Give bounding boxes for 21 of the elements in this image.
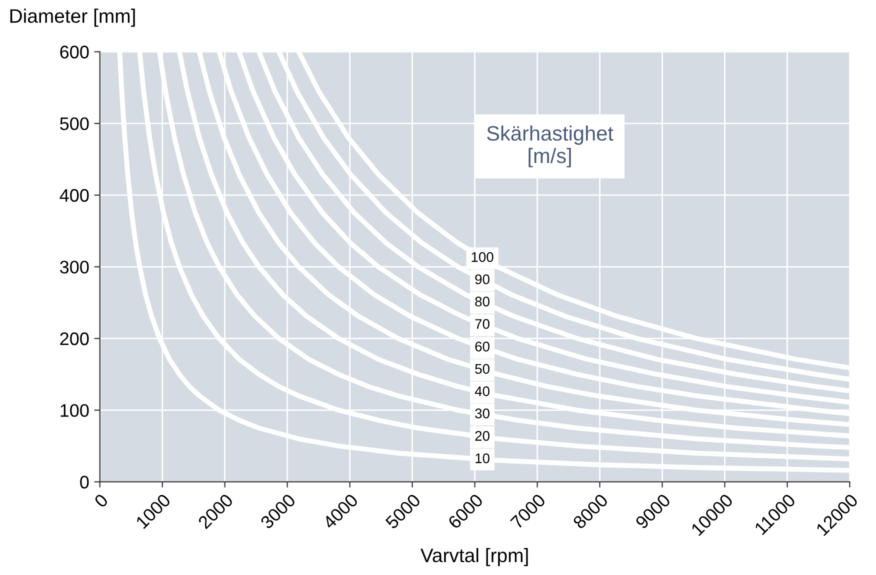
y-axis-title: Diameter [mm] — [10, 8, 135, 27]
series-label: 100 — [472, 252, 494, 262]
y-tick-label: 400 — [60, 189, 89, 202]
legend-label: 30 — [475, 408, 490, 418]
legend-label: 20 — [475, 431, 490, 441]
legend-label: 50 — [475, 364, 490, 374]
legend-label: 70 — [475, 319, 490, 329]
legend-label: 90 — [475, 274, 490, 284]
legend-label: 80 — [475, 296, 490, 306]
y-tick-label: 100 — [60, 404, 89, 417]
legend-label: 40 — [474, 386, 490, 396]
y-tick-label: 200 — [60, 332, 89, 346]
x-tick-label: 0 — [94, 493, 109, 508]
y-tick-label: 0 — [80, 476, 89, 489]
y-tick-label: 500 — [60, 117, 89, 130]
annotation: Skärhastighet [m/s] — [487, 125, 614, 168]
y-tick-label: 300 — [60, 260, 89, 274]
x-axis-title: Varvtal [rpm] — [420, 548, 528, 566]
y-tick-label: 600 — [60, 46, 89, 58]
legend-label: 10 — [476, 453, 490, 464]
legend-label: 60 — [475, 342, 490, 352]
